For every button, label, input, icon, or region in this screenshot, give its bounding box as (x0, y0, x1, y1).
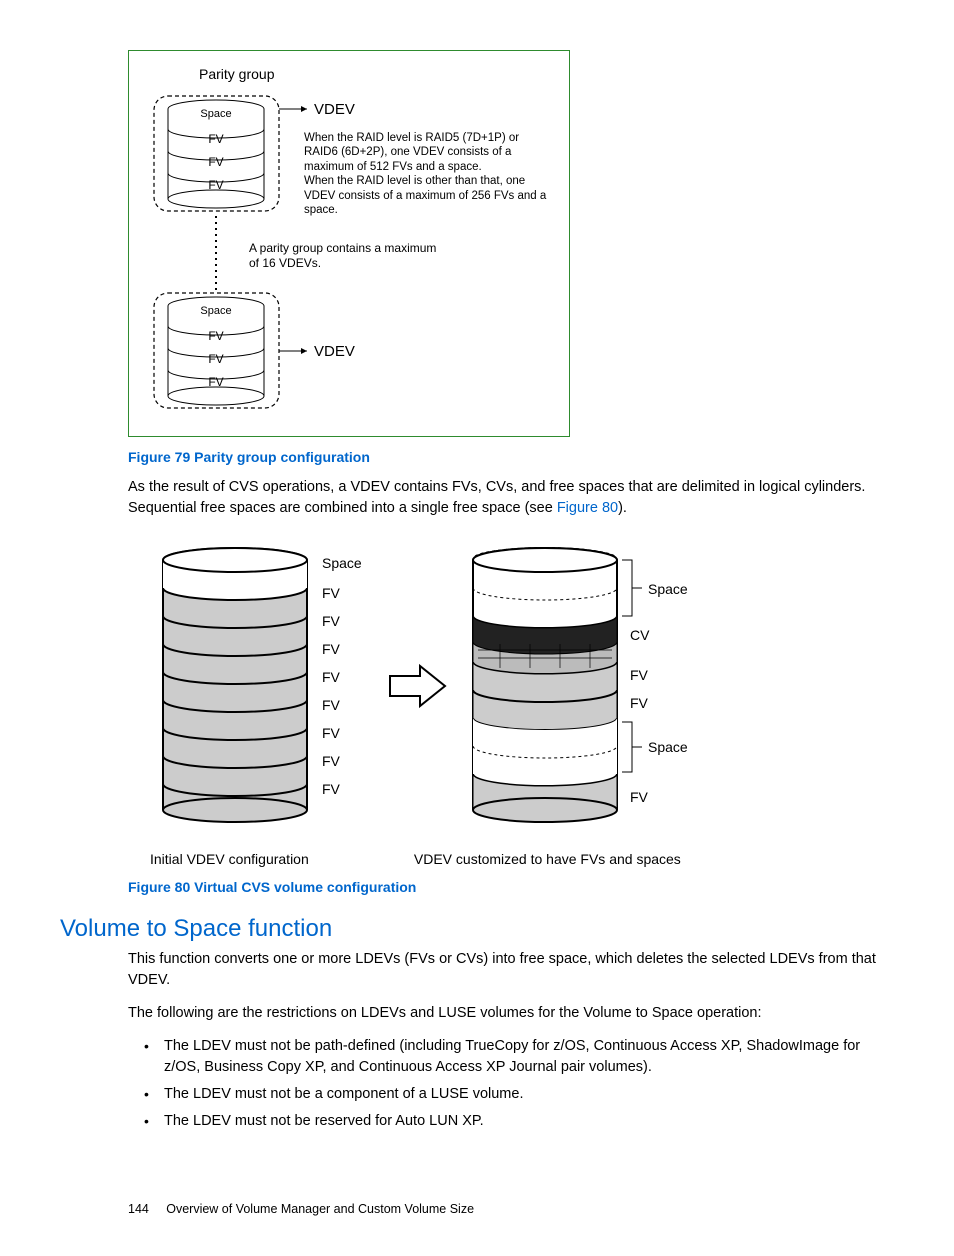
svg-text:FV: FV (208, 155, 223, 169)
right-cylinder (473, 548, 617, 822)
svg-text:FV: FV (208, 375, 223, 389)
figure-80-svg: Space FV FV FV FV FV FV FV FV (150, 544, 770, 834)
list-item: The LDEV must not be path-defined (inclu… (140, 1036, 894, 1078)
list-item: The LDEV must not be reserved for Auto L… (140, 1111, 894, 1132)
svg-text:FV: FV (322, 697, 341, 713)
svg-text:VDEV: VDEV (314, 343, 355, 360)
svg-text:FV: FV (630, 789, 649, 805)
svg-text:FV: FV (630, 695, 649, 711)
figure-79-caption: Figure 79 Parity group configuration (128, 449, 894, 465)
svg-text:FV: FV (322, 641, 341, 657)
footer-title: Overview of Volume Manager and Custom Vo… (166, 1202, 474, 1216)
svg-text:FV: FV (208, 178, 223, 192)
svg-text:FV: FV (208, 132, 223, 146)
svg-text:FV: FV (322, 585, 341, 601)
paragraph-3: The following are the restrictions on LD… (128, 1003, 894, 1024)
fig80-right-caption: VDEV customized to have FVs and spaces (414, 851, 681, 867)
fig79-desc1: When the RAID level is RAID5 (7D+1P) or … (304, 132, 519, 173)
svg-text:Space: Space (200, 108, 231, 120)
figure-80-wrap: Space FV FV FV FV FV FV FV FV (150, 544, 894, 867)
paragraph-2: This function converts one or more LDEVs… (128, 949, 894, 991)
left-cylinder (163, 548, 307, 822)
svg-text:Space: Space (648, 581, 688, 597)
fig80-left-caption: Initial VDEV configuration (150, 851, 380, 867)
svg-text:FV: FV (322, 669, 341, 685)
svg-text:Space: Space (200, 305, 231, 317)
vdev-cylinder-bottom: Space FV FV FV (168, 297, 264, 405)
paragraph-1: As the result of CVS operations, a VDEV … (128, 477, 894, 519)
restrictions-list: The LDEV must not be path-defined (inclu… (140, 1036, 894, 1132)
svg-text:FV: FV (322, 753, 341, 769)
list-item: The LDEV must not be a component of a LU… (140, 1084, 894, 1105)
figure-80-link[interactable]: Figure 80 (557, 500, 618, 516)
svg-text:Space: Space (322, 555, 362, 571)
svg-text:FV: FV (322, 613, 341, 629)
figure-80-bottom-labels: Initial VDEV configuration VDEV customiz… (150, 851, 894, 867)
page-footer: 144 Overview of Volume Manager and Custo… (128, 1202, 894, 1216)
section-heading: Volume to Space function (60, 915, 894, 943)
vdev-cylinder-top: Space FV FV FV (168, 100, 264, 208)
fig79-mid: A parity group contains a maximum of 16 … (249, 241, 436, 270)
svg-text:CV: CV (630, 627, 650, 643)
arrow-icon (390, 666, 445, 706)
svg-text:FV: FV (630, 667, 649, 683)
parity-group-label: Parity group (199, 66, 275, 82)
figure-80-caption: Figure 80 Virtual CVS volume configurati… (128, 879, 894, 895)
figure-79-box: Parity group Space FV FV FV (128, 50, 570, 437)
page-number: 144 (128, 1202, 149, 1216)
svg-text:FV: FV (208, 352, 223, 366)
svg-text:FV: FV (208, 329, 223, 343)
svg-text:FV: FV (322, 725, 341, 741)
fig79-desc2: When the RAID level is other than that, … (304, 175, 546, 216)
svg-text:Space: Space (648, 739, 688, 755)
page: Parity group Space FV FV FV (0, 0, 954, 1256)
svg-text:FV: FV (322, 781, 341, 797)
svg-text:VDEV: VDEV (314, 101, 355, 118)
figure-79-svg: Parity group Space FV FV FV (139, 61, 559, 421)
